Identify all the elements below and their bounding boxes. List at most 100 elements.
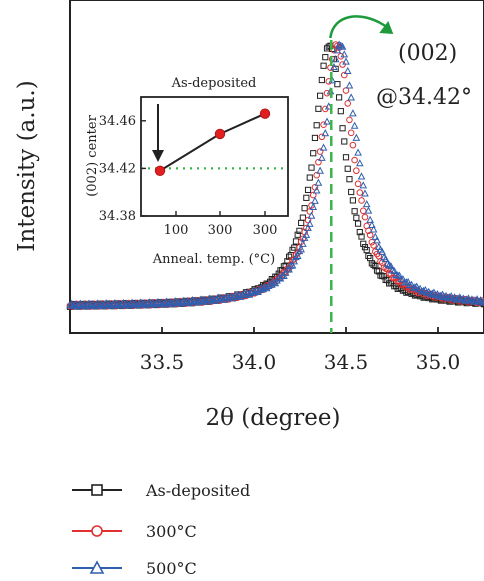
data-point [195, 296, 204, 305]
data-point [117, 300, 126, 308]
data-point [366, 215, 374, 223]
data-point [466, 296, 475, 304]
data-point [353, 214, 360, 221]
data-point [303, 194, 310, 201]
inset-annotation-arrowhead [152, 150, 164, 162]
data-point [457, 295, 466, 303]
data-point [452, 295, 461, 303]
data-point [454, 294, 462, 302]
data-point [207, 296, 216, 304]
data-point [310, 150, 317, 157]
data-point [371, 232, 380, 240]
data-point [69, 301, 78, 309]
data-point [361, 189, 369, 197]
data-point [354, 180, 362, 188]
inset-y-tick-label: 34.42 [99, 161, 136, 176]
data-point [315, 158, 322, 166]
data-point [309, 191, 317, 199]
data-point [384, 276, 391, 284]
data-point [121, 300, 130, 308]
data-point [331, 55, 340, 63]
data-point [343, 66, 352, 75]
data-point [349, 109, 357, 117]
data-point [359, 181, 368, 189]
data-point [350, 121, 359, 129]
data-point [474, 297, 483, 305]
legend-label: 500°C [146, 559, 197, 578]
data-point [358, 233, 365, 240]
data-point [385, 260, 393, 269]
data-point [353, 167, 360, 175]
data-point [372, 263, 379, 270]
data-point [212, 295, 221, 303]
data-point [308, 164, 315, 171]
data-point [462, 295, 471, 303]
data-point [338, 42, 347, 50]
data-point [437, 291, 445, 299]
x-axis-ticks: 33.5 34.0 34.5 35.0 [140, 327, 461, 374]
data-point [356, 228, 363, 236]
data-point [66, 301, 74, 309]
data-point [356, 189, 364, 196]
data-point [330, 62, 338, 71]
data-point [357, 172, 366, 180]
data-point [319, 143, 328, 151]
data-point [311, 196, 319, 204]
data-point [186, 297, 195, 305]
data-point [285, 265, 293, 273]
data-point [181, 298, 190, 306]
inset-x-label: Anneal. temp. (°C) [152, 252, 275, 267]
data-point [129, 300, 138, 308]
data-point [480, 297, 484, 305]
data-point [342, 57, 350, 65]
data-point [373, 236, 381, 244]
data-point [341, 138, 348, 145]
data-point [178, 298, 186, 306]
data-point [294, 231, 301, 238]
data-point [360, 240, 367, 247]
data-point [83, 300, 92, 308]
data-point [323, 117, 331, 125]
data-point [346, 176, 353, 183]
peak-arrow [329, 15, 386, 39]
data-point [307, 211, 316, 219]
data-point [143, 299, 152, 307]
data-point [138, 300, 147, 308]
inset-y-label: (002) center [85, 114, 100, 196]
data-point [354, 220, 362, 227]
data-point [435, 292, 443, 300]
data-point [320, 62, 327, 69]
data-point [78, 301, 86, 309]
data-point [304, 186, 312, 194]
data-point [204, 296, 212, 304]
data-point [358, 197, 365, 204]
data-point [164, 299, 173, 307]
data-point [443, 294, 452, 302]
inset-series [154, 108, 271, 176]
data-point [344, 165, 351, 172]
data-point [147, 300, 155, 308]
data-point [86, 301, 95, 309]
data-point [315, 105, 322, 112]
data-point [290, 257, 299, 265]
x-tick-label: 35.0 [416, 350, 461, 374]
data-point [312, 186, 321, 194]
data-point [346, 116, 353, 124]
data-point [161, 298, 169, 307]
data-point [285, 253, 293, 260]
series-markers [66, 40, 484, 311]
data-point [334, 42, 341, 50]
data-point [74, 300, 83, 309]
data-point [297, 245, 305, 253]
data-point [135, 299, 143, 307]
data-point [104, 301, 112, 309]
data-point [100, 300, 109, 308]
series-2 [66, 40, 484, 310]
data-point [349, 197, 356, 204]
data-point [313, 122, 320, 129]
data-point [306, 174, 313, 181]
data-point [155, 299, 164, 307]
data-point [169, 298, 178, 306]
legend-marker [89, 560, 105, 574]
data-point [440, 292, 449, 301]
